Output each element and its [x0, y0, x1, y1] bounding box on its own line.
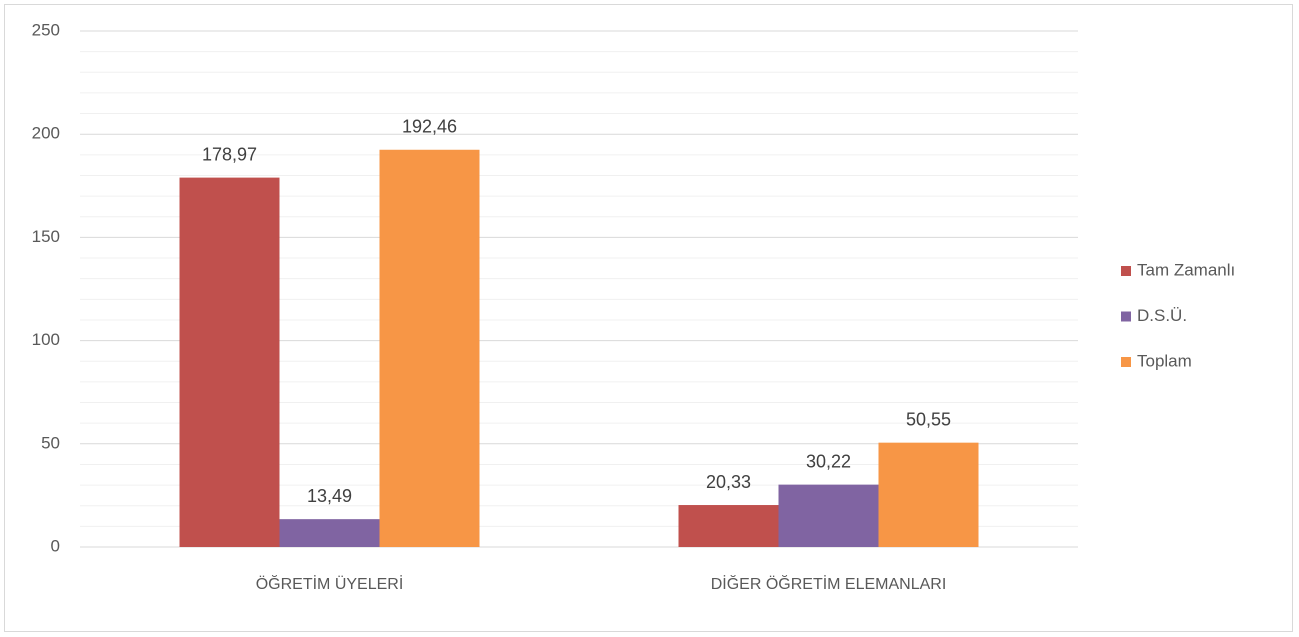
- legend-label: Tam Zamanlı: [1137, 260, 1235, 279]
- y-tick-label: 200: [32, 124, 60, 143]
- legend-swatch: [1121, 311, 1131, 322]
- bar: [678, 505, 779, 547]
- bar: [878, 442, 979, 547]
- value-label: 30,22: [806, 451, 851, 471]
- legend-swatch: [1121, 266, 1131, 276]
- bar: [778, 484, 879, 547]
- y-tick-label: 150: [32, 227, 60, 246]
- value-label: 192,46: [402, 117, 457, 137]
- y-tick-label: 50: [41, 433, 60, 452]
- y-tick-label: 100: [32, 330, 60, 349]
- bar: [379, 149, 480, 547]
- x-tick-label: DİĞER ÖĞRETİM ELEMANLARI: [711, 574, 947, 593]
- value-label: 13,49: [307, 486, 352, 506]
- bar: [279, 519, 380, 547]
- value-label: 178,97: [202, 144, 257, 164]
- legend-label: D.S.Ü.: [1137, 306, 1187, 325]
- value-label: 20,33: [706, 472, 751, 492]
- x-tick-label: ÖĞRETİM ÜYELERİ: [256, 574, 404, 593]
- y-tick-label: 250: [32, 20, 60, 39]
- bar: [179, 177, 280, 547]
- legend-swatch: [1121, 357, 1131, 367]
- y-tick-label: 0: [51, 536, 60, 555]
- value-label: 50,55: [906, 409, 951, 429]
- legend-label: Toplam: [1137, 351, 1192, 370]
